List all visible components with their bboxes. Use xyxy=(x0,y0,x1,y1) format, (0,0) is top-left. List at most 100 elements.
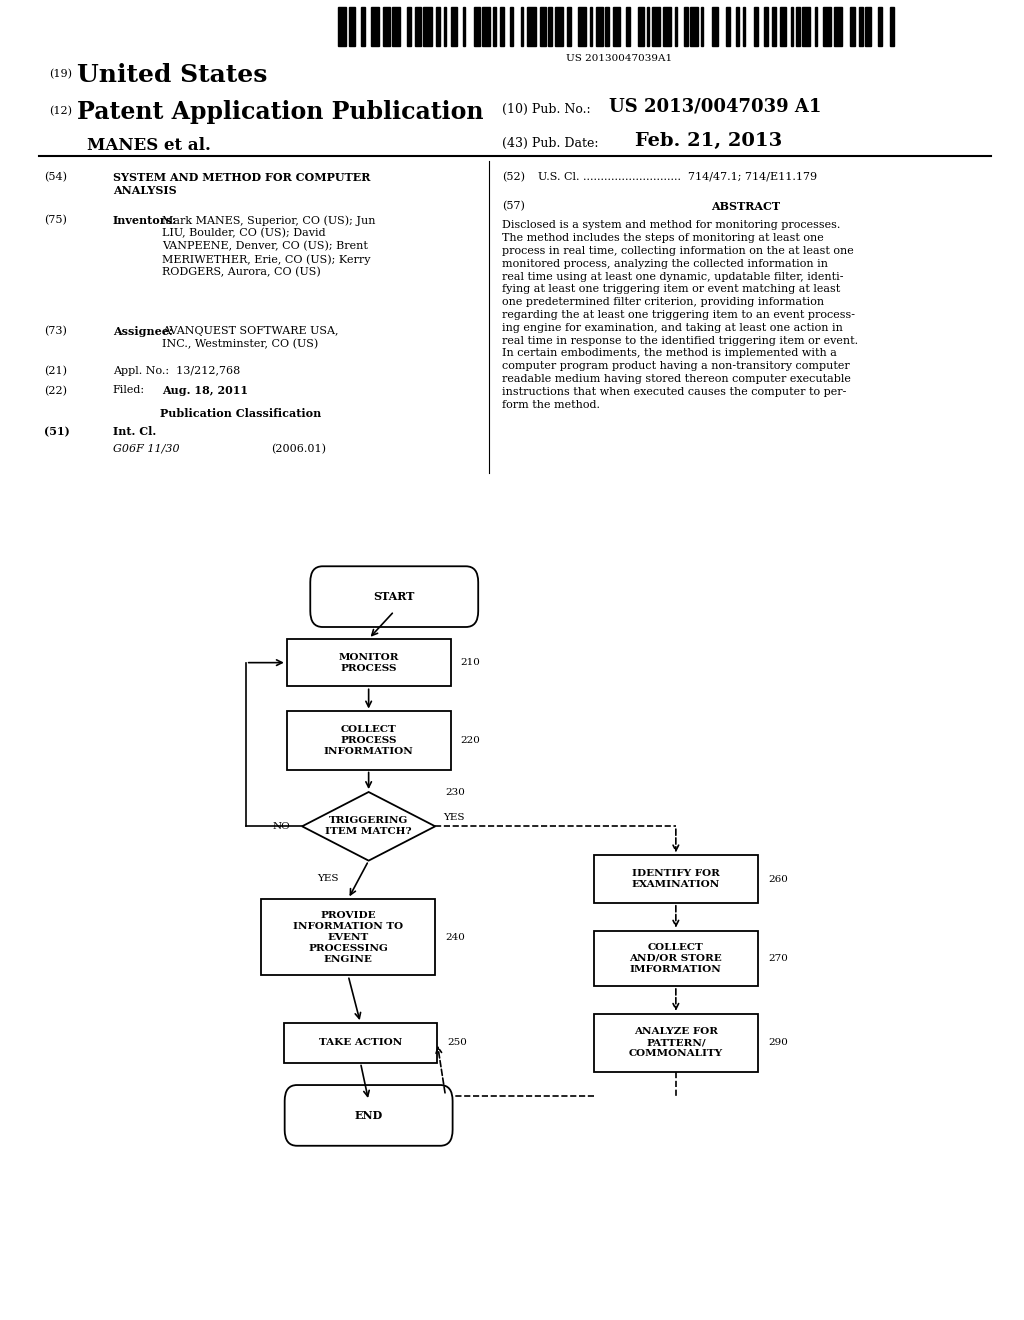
Bar xyxy=(567,7,571,46)
Text: Appl. No.:  13/212,768: Appl. No.: 13/212,768 xyxy=(113,366,240,376)
Bar xyxy=(712,7,718,46)
Text: Inventors:: Inventors: xyxy=(113,215,176,226)
Text: MANES et al.: MANES et al. xyxy=(87,137,211,154)
Bar xyxy=(626,7,630,46)
Bar xyxy=(802,7,810,46)
Bar xyxy=(348,7,355,46)
Text: 260: 260 xyxy=(768,875,787,883)
Bar xyxy=(361,7,366,46)
Bar xyxy=(651,7,659,46)
Bar xyxy=(284,1023,437,1063)
Bar xyxy=(638,7,644,46)
Text: (2006.01): (2006.01) xyxy=(271,444,327,454)
Polygon shape xyxy=(302,792,435,861)
Text: (73): (73) xyxy=(44,326,67,337)
Text: (21): (21) xyxy=(44,366,67,376)
Bar xyxy=(754,7,758,46)
Bar xyxy=(474,7,480,46)
Bar xyxy=(444,7,446,46)
Bar xyxy=(683,7,687,46)
Bar xyxy=(647,7,649,46)
Bar xyxy=(764,7,768,46)
Text: AVANQUEST SOFTWARE USA,
INC., Westminster, CO (US): AVANQUEST SOFTWARE USA, INC., Westminste… xyxy=(162,326,338,348)
Text: COLLECT
AND/OR STORE
IMFORMATION: COLLECT AND/OR STORE IMFORMATION xyxy=(630,942,722,974)
Bar xyxy=(555,7,563,46)
Bar xyxy=(823,7,831,46)
Bar xyxy=(596,7,602,46)
Text: (22): (22) xyxy=(44,385,67,396)
Bar xyxy=(451,7,457,46)
Text: COLLECT
PROCESS
INFORMATION: COLLECT PROCESS INFORMATION xyxy=(324,725,414,756)
Text: G06F 11/30: G06F 11/30 xyxy=(113,444,179,454)
Text: Int. Cl.: Int. Cl. xyxy=(113,426,156,437)
Text: START: START xyxy=(374,591,415,602)
Bar xyxy=(772,7,776,46)
Bar xyxy=(890,7,894,46)
Bar xyxy=(540,7,546,46)
Bar xyxy=(521,7,523,46)
Text: YES: YES xyxy=(443,813,465,822)
Text: (52): (52) xyxy=(502,172,524,182)
Bar xyxy=(463,7,466,46)
Text: (75): (75) xyxy=(44,215,67,226)
Bar xyxy=(287,711,451,770)
Text: SYSTEM AND METHOD FOR COMPUTER
ANALYSIS: SYSTEM AND METHOD FOR COMPUTER ANALYSIS xyxy=(113,172,370,197)
Text: US 20130047039A1: US 20130047039A1 xyxy=(566,54,673,63)
Text: END: END xyxy=(354,1110,383,1121)
Text: Assignee:: Assignee: xyxy=(113,326,172,337)
Text: YES: YES xyxy=(317,874,339,883)
Bar xyxy=(736,7,738,46)
Bar xyxy=(549,7,553,46)
Bar xyxy=(796,7,800,46)
Bar xyxy=(690,7,698,46)
Bar xyxy=(791,7,793,46)
Bar xyxy=(594,855,758,903)
Bar xyxy=(726,7,730,46)
FancyBboxPatch shape xyxy=(285,1085,453,1146)
Bar xyxy=(527,7,536,46)
Text: 250: 250 xyxy=(447,1039,467,1047)
Bar xyxy=(384,7,390,46)
Bar xyxy=(700,7,703,46)
Text: Filed:: Filed: xyxy=(113,385,144,396)
Text: United States: United States xyxy=(77,63,267,87)
Bar xyxy=(814,7,817,46)
Text: 270: 270 xyxy=(768,954,787,962)
Text: (19): (19) xyxy=(49,69,72,79)
Bar xyxy=(594,931,758,986)
Text: (43) Pub. Date:: (43) Pub. Date: xyxy=(502,137,598,150)
Bar xyxy=(482,7,490,46)
Bar xyxy=(834,7,842,46)
Text: 290: 290 xyxy=(768,1039,787,1047)
Text: U.S. Cl. ............................  714/47.1; 714/E11.179: U.S. Cl. ............................ 71… xyxy=(538,172,817,182)
Bar xyxy=(500,7,504,46)
Text: Feb. 21, 2013: Feb. 21, 2013 xyxy=(635,132,782,150)
Text: 210: 210 xyxy=(461,659,480,667)
Bar xyxy=(878,7,882,46)
Bar xyxy=(590,7,592,46)
Bar xyxy=(407,7,411,46)
Bar xyxy=(858,7,862,46)
Text: NO: NO xyxy=(272,822,290,830)
Bar xyxy=(287,639,451,686)
Text: US 2013/0047039 A1: US 2013/0047039 A1 xyxy=(609,98,821,116)
Text: (12): (12) xyxy=(49,106,72,116)
Bar xyxy=(392,7,400,46)
Text: MONITOR
PROCESS: MONITOR PROCESS xyxy=(338,652,399,673)
Text: PROVIDE
INFORMATION TO
EVENT
PROCESSING
ENGINE: PROVIDE INFORMATION TO EVENT PROCESSING … xyxy=(293,911,403,964)
Text: (51): (51) xyxy=(44,426,70,437)
Text: TAKE ACTION: TAKE ACTION xyxy=(318,1039,402,1047)
Bar xyxy=(494,7,496,46)
Text: (10) Pub. No.:: (10) Pub. No.: xyxy=(502,103,591,116)
Bar xyxy=(780,7,786,46)
Bar xyxy=(415,7,421,46)
Bar xyxy=(436,7,440,46)
Bar xyxy=(605,7,609,46)
Text: (54): (54) xyxy=(44,172,67,182)
Bar xyxy=(261,899,435,975)
Text: Mark MANES, Superior, CO (US); Jun
LIU, Boulder, CO (US); David
VANPEENE, Denver: Mark MANES, Superior, CO (US); Jun LIU, … xyxy=(162,215,375,277)
Text: Disclosed is a system and method for monitoring processes.
The method includes t: Disclosed is a system and method for mon… xyxy=(502,220,858,409)
Text: ANALYZE FOR
PATTERN/
COMMONALITY: ANALYZE FOR PATTERN/ COMMONALITY xyxy=(629,1027,723,1059)
Text: IDENTIFY FOR
EXAMINATION: IDENTIFY FOR EXAMINATION xyxy=(632,869,720,890)
Bar xyxy=(663,7,671,46)
